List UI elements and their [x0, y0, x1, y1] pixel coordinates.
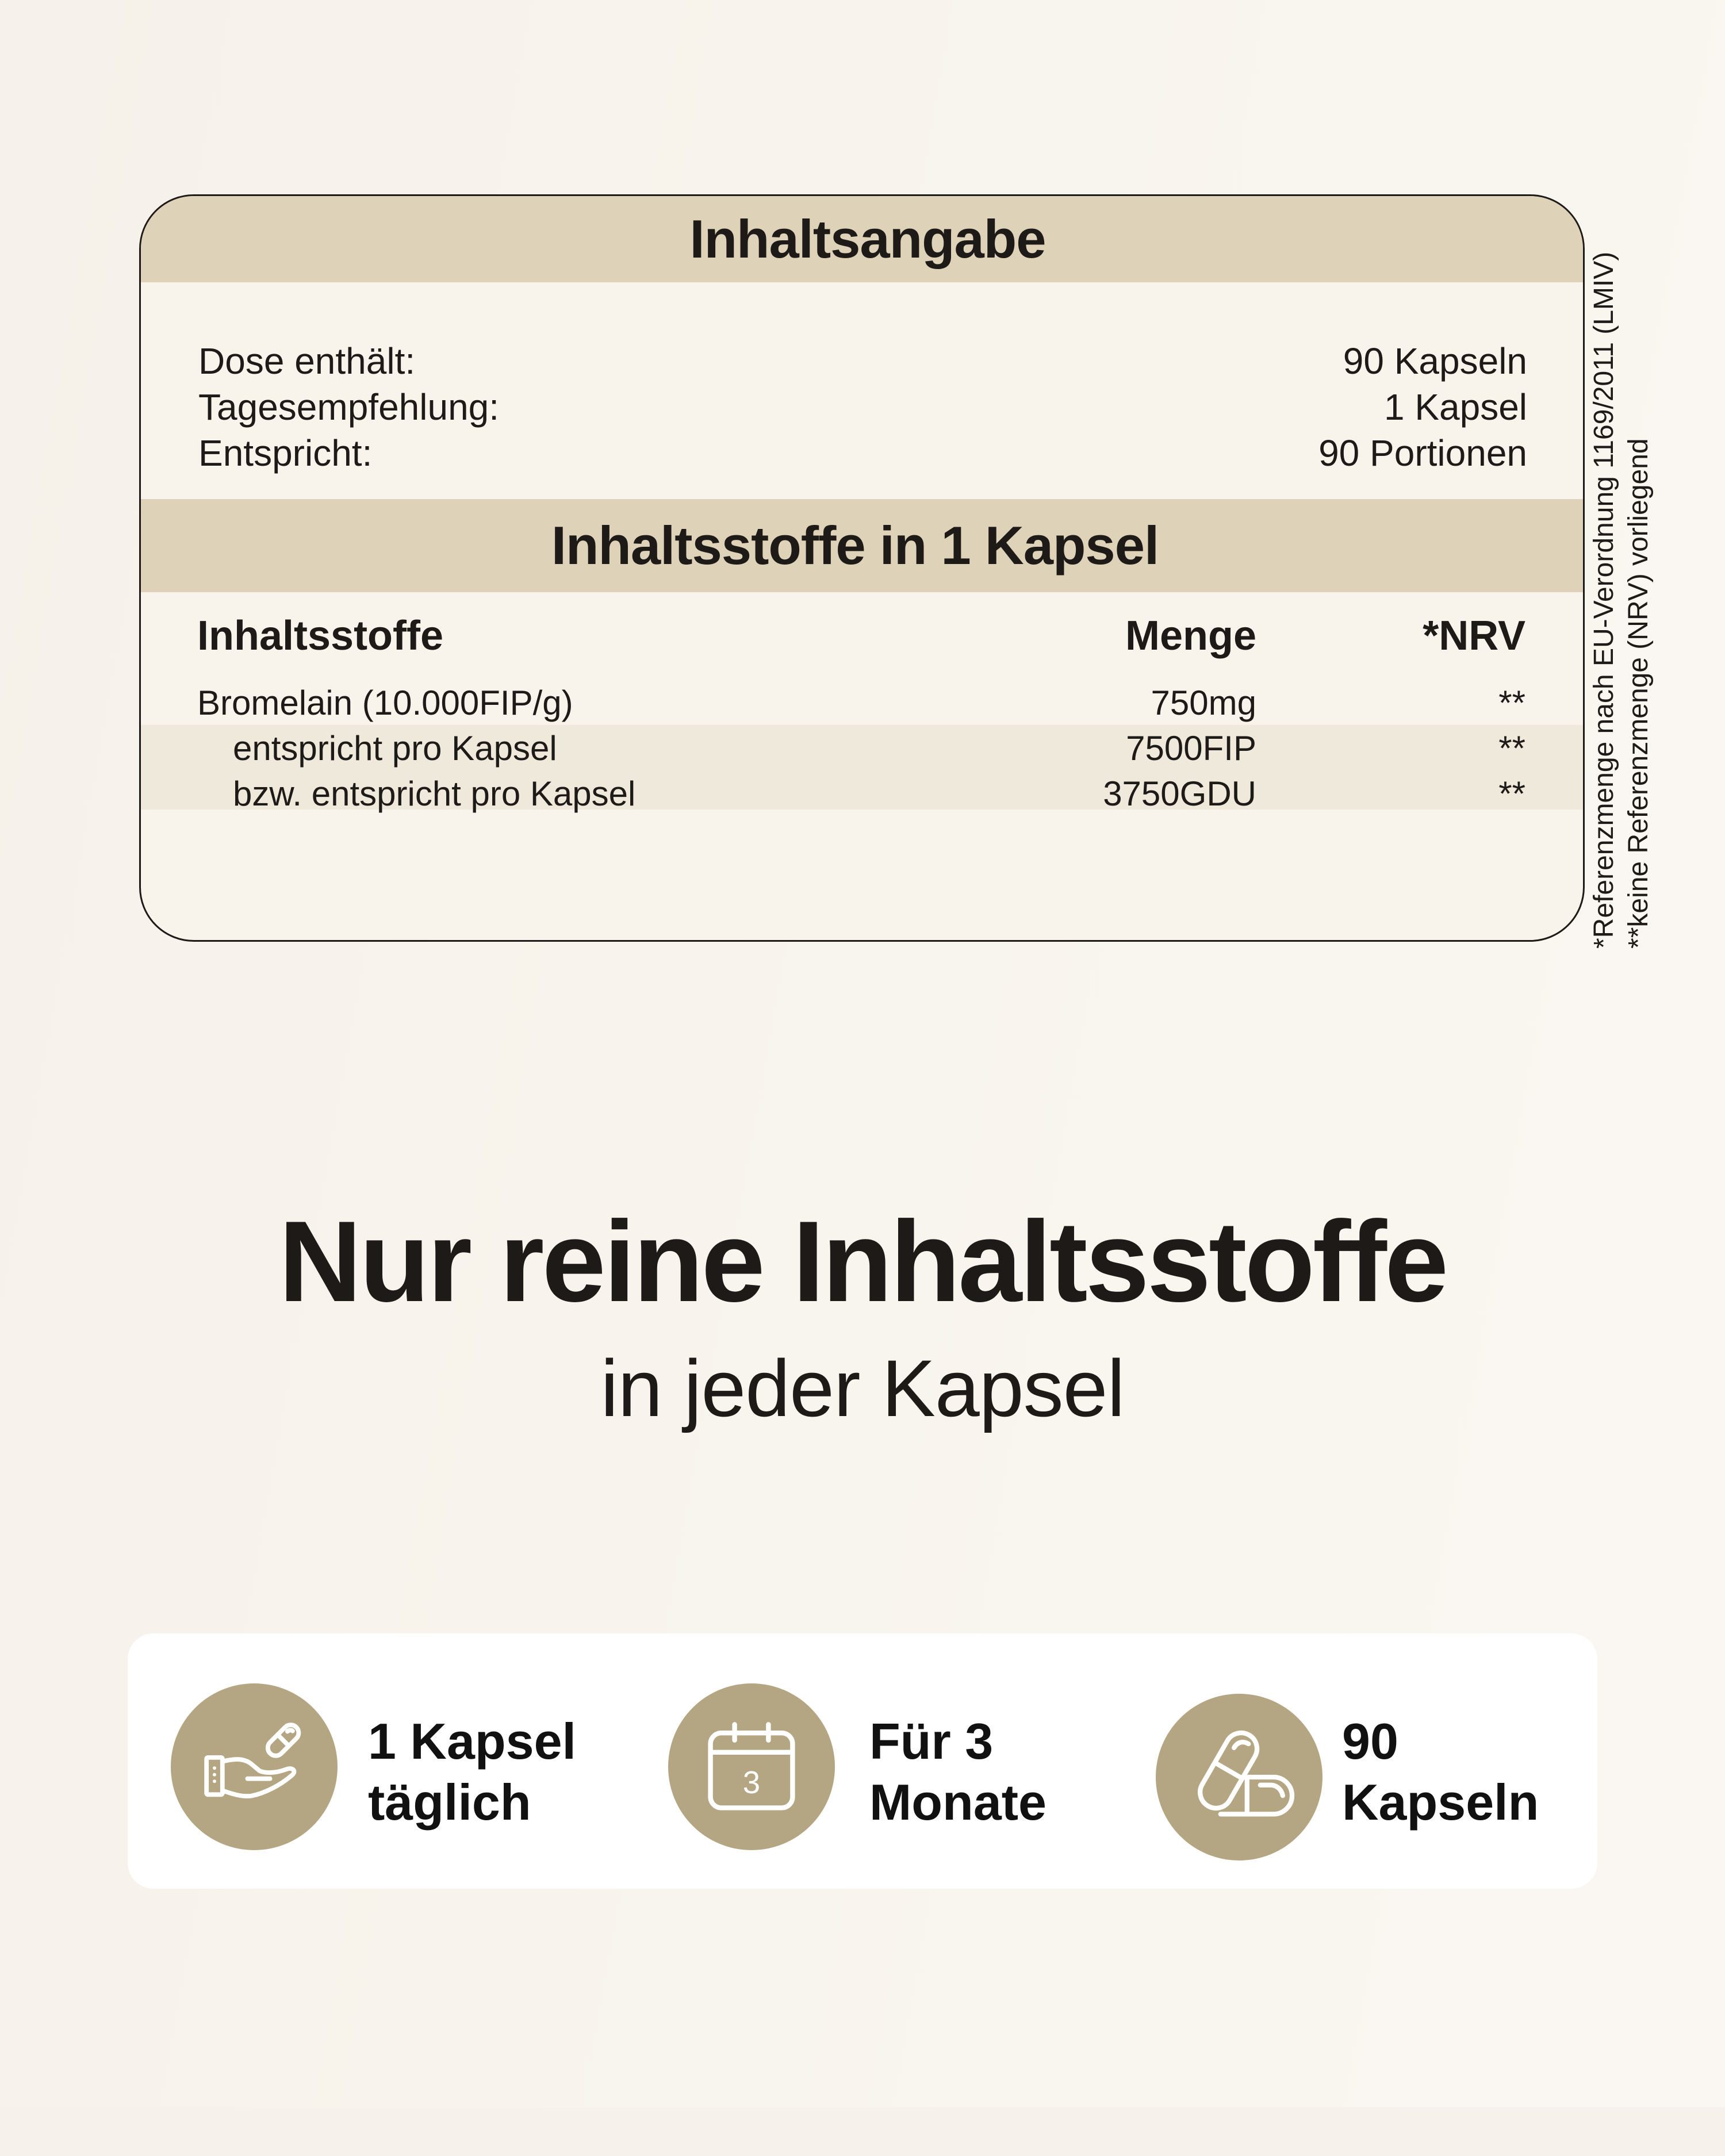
footnote-nrv-reference: *Referenzmenge nach EU-Verordnung 1169/2… [1589, 251, 1619, 949]
section-title: Inhaltsstoffe in 1 Kapsel [551, 515, 1159, 576]
feature-label: Für 3 Monate [869, 1713, 1046, 1831]
table-cell-nrv: ** [1498, 684, 1525, 722]
info-row-portions: Entspricht: 90 Portionen [198, 430, 1527, 476]
table-cell-name: bzw. entspricht pro Kapsel [233, 774, 636, 813]
info-value: 90 Portionen [1318, 432, 1527, 474]
feature-strip: 1 Kapsel täglich 3 Für 3 Monate [128, 1633, 1597, 1889]
ingredient-card: Inhaltsangabe Dose enthält: 90 Kapseln T… [139, 194, 1585, 942]
subheadline: in jeder Kapsel [600, 1343, 1125, 1433]
feature-label: 90 Kapseln [1342, 1713, 1539, 1831]
calendar-number: 3 [743, 1765, 760, 1800]
table-cell-name: entspricht pro Kapsel [233, 729, 557, 768]
table-cell-amount: 7500FIP [1126, 729, 1256, 768]
headline: Nur reine Inhaltsstoffe [278, 1198, 1449, 1326]
info-value: 1 Kapsel [1383, 386, 1527, 428]
info-row-daily: Tagesempfehlung: 1 Kapsel [198, 384, 1527, 430]
footnotes: *Referenzmenge nach EU-Verordnung 1169/2… [1587, 207, 1656, 949]
info-label: Dose enthält: [198, 340, 416, 382]
footnote-no-reference: **keine Referenzmenge (NRV) vorliegend [1623, 438, 1654, 949]
column-header-name: Inhaltsstoffe [197, 613, 444, 659]
hand-capsule-icon [171, 1683, 338, 1850]
capsules-icon [1156, 1694, 1322, 1860]
column-header-nrv: *NRV [1423, 613, 1525, 659]
table-cell-amount: 3750GDU [1103, 774, 1256, 813]
calendar-icon: 3 [668, 1683, 835, 1850]
feature-duration: 3 Für 3 Monate [628, 1633, 1088, 1889]
table-cell-nrv: ** [1498, 774, 1525, 813]
info-value: 90 Kapseln [1343, 340, 1527, 382]
feature-count: 90 Kapseln [1105, 1633, 1594, 1889]
section-title-band: Inhaltsstoffe in 1 Kapsel [141, 499, 1583, 592]
info-label: Tagesempfehlung: [198, 386, 500, 428]
table-cell-name: Bromelain (10.000FIP/g) [197, 684, 573, 722]
table-row-shade [141, 725, 1583, 810]
card-title: Inhaltsangabe [689, 209, 1046, 269]
feature-daily-dose: 1 Kapsel täglich [128, 1633, 588, 1889]
feature-label: 1 Kapsel täglich [368, 1713, 576, 1831]
card-title-band: Inhaltsangabe [141, 196, 1583, 282]
info-row-dose: Dose enthält: 90 Kapseln [198, 338, 1527, 384]
info-label: Entspricht: [198, 432, 373, 474]
column-header-amount: Menge [1125, 613, 1256, 659]
table-cell-amount: 750mg [1151, 684, 1256, 722]
table-cell-nrv: ** [1498, 729, 1525, 768]
